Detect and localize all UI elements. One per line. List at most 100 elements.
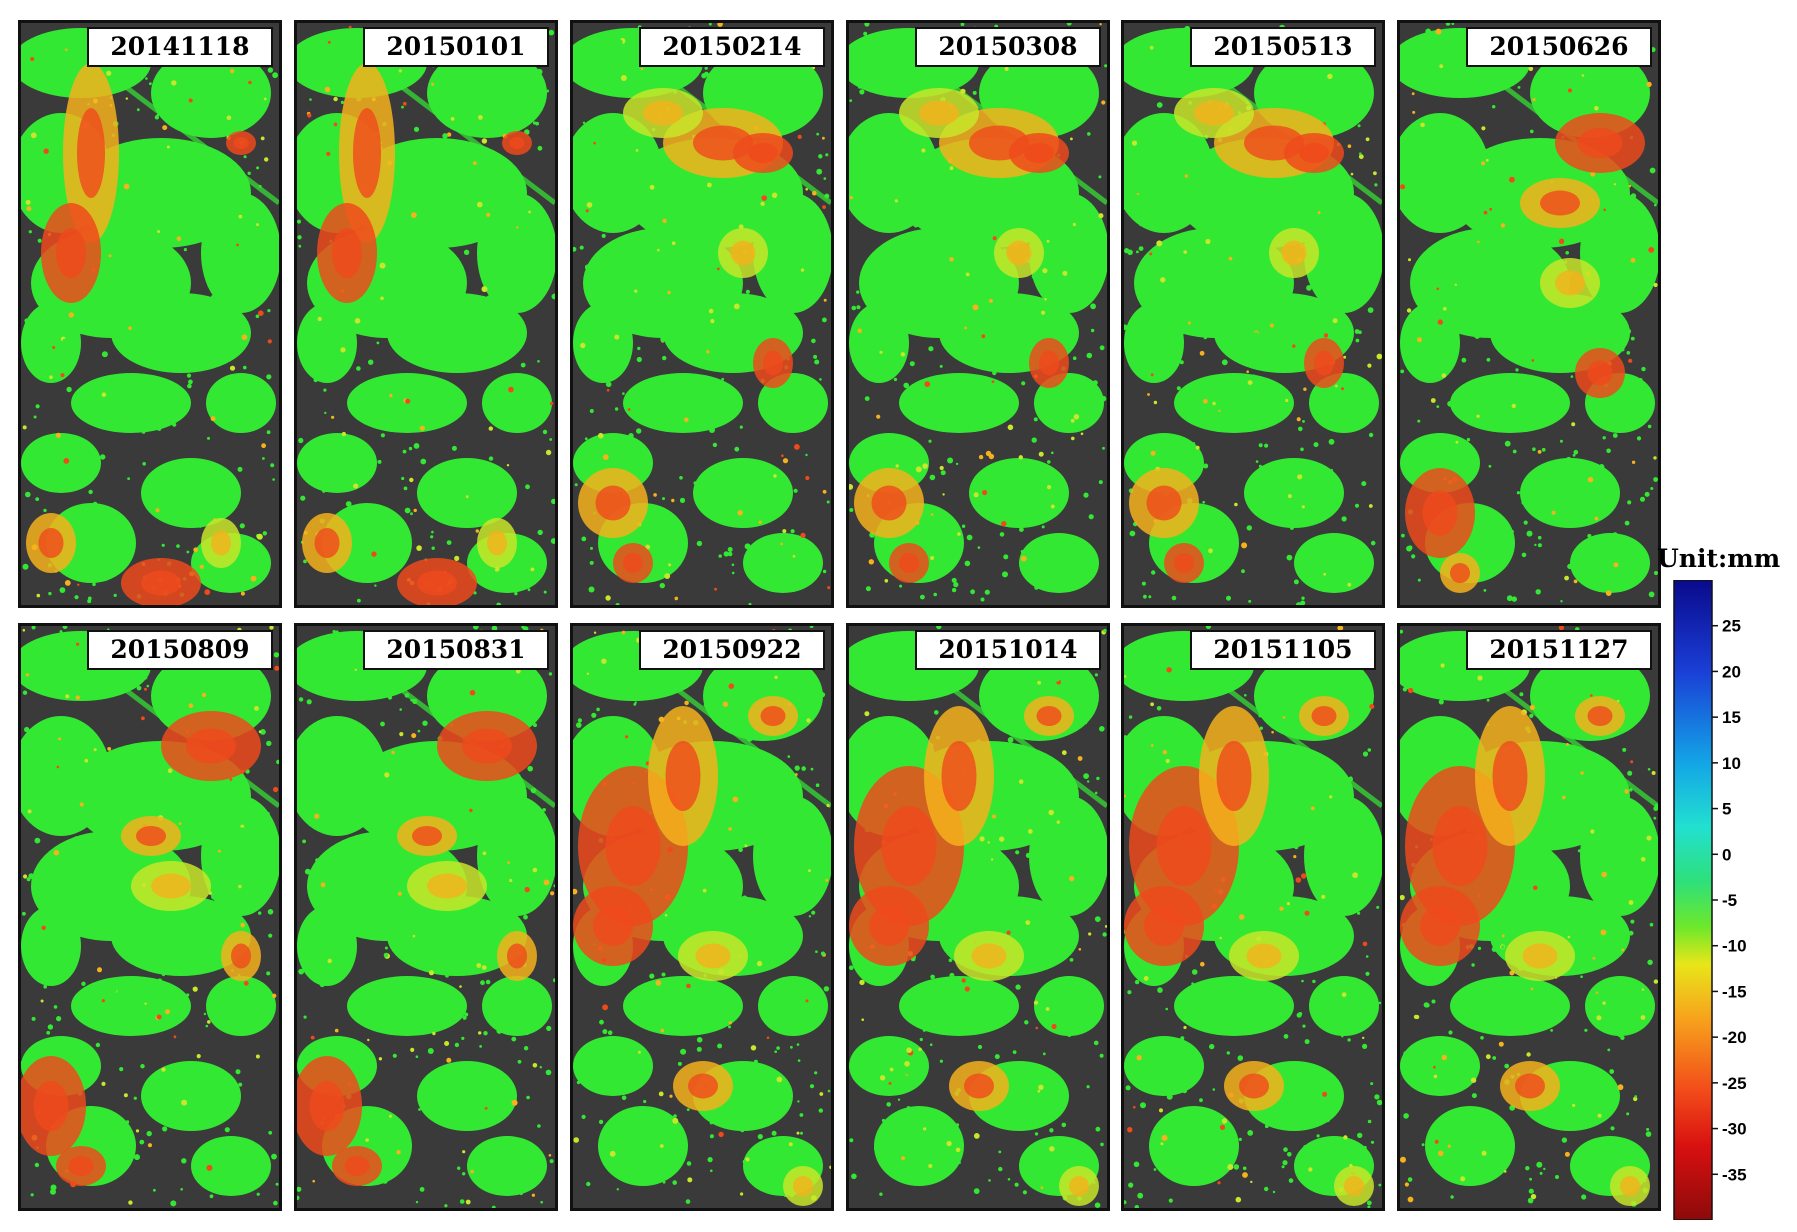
ps-point <box>957 532 961 536</box>
ps-point <box>1486 698 1490 702</box>
subsidence-core <box>1515 1073 1545 1099</box>
ps-point <box>1597 1113 1602 1118</box>
stable-area <box>1309 976 1379 1036</box>
ps-point <box>1244 694 1247 697</box>
ps-point <box>1495 676 1501 682</box>
ps-point <box>201 692 207 698</box>
ps-point <box>1301 979 1304 983</box>
ps-point <box>37 174 43 180</box>
ps-point <box>457 1166 461 1170</box>
map-panel: 20150308 <box>846 20 1110 608</box>
ps-point <box>1093 1040 1099 1046</box>
ps-point <box>378 1057 383 1061</box>
ps-point <box>776 777 780 781</box>
ps-point <box>181 1099 188 1106</box>
ps-point <box>354 318 361 324</box>
ps-point <box>810 890 817 897</box>
ps-point <box>1500 223 1506 228</box>
ps-point <box>143 675 148 680</box>
ps-point <box>327 487 331 492</box>
ps-point <box>641 1002 647 1008</box>
ps-point <box>708 23 712 26</box>
ps-point <box>1401 533 1405 538</box>
ps-point <box>1071 436 1075 441</box>
ps-point <box>1127 1127 1133 1133</box>
ps-point <box>1040 182 1045 187</box>
ps-point <box>235 1069 241 1075</box>
ps-point <box>1066 23 1072 26</box>
ps-point <box>135 1129 140 1133</box>
ps-point <box>1333 397 1337 401</box>
ps-point <box>579 245 584 250</box>
ps-point <box>740 1128 745 1133</box>
ps-point <box>459 1199 465 1204</box>
ps-point <box>75 695 80 700</box>
ps-point <box>472 161 477 166</box>
ps-point <box>391 802 397 808</box>
ps-point <box>1288 1178 1294 1183</box>
ps-point <box>384 772 390 778</box>
ps-point <box>35 266 39 270</box>
ps-point <box>1187 321 1191 325</box>
ps-point <box>1201 157 1205 162</box>
ps-point <box>697 423 703 428</box>
ps-point <box>1136 192 1140 196</box>
subsidence-core <box>68 1156 94 1176</box>
ps-point <box>1403 1113 1409 1119</box>
ps-point <box>508 693 513 699</box>
subsidence-core <box>1450 563 1470 583</box>
ps-point <box>459 985 462 988</box>
ps-point <box>233 502 237 507</box>
ps-point <box>545 1069 552 1076</box>
ps-point <box>1476 414 1480 418</box>
ps-point <box>1165 758 1170 764</box>
ps-point <box>1087 780 1090 783</box>
ps-point <box>1271 730 1274 734</box>
ps-point <box>1408 468 1414 474</box>
ps-point <box>367 1038 370 1042</box>
ps-point <box>157 426 162 431</box>
ps-point <box>404 209 409 215</box>
ps-point <box>223 886 229 893</box>
ps-point <box>1448 1030 1453 1035</box>
ps-point <box>811 910 816 915</box>
ps-point <box>1031 437 1037 443</box>
ps-point <box>543 590 547 594</box>
ps-point <box>661 972 666 977</box>
ps-point <box>119 248 124 253</box>
ps-point <box>1566 743 1569 746</box>
subsidence-core <box>748 143 778 163</box>
ps-point <box>573 888 578 895</box>
ps-point <box>432 1000 436 1004</box>
ps-point <box>1081 545 1085 550</box>
ps-point <box>1007 424 1014 431</box>
ps-point <box>1285 398 1289 403</box>
ps-point <box>1570 898 1574 901</box>
ps-point <box>1601 871 1607 878</box>
ps-point <box>53 1005 58 1009</box>
ps-point <box>1524 267 1528 271</box>
ps-point <box>517 1059 522 1064</box>
ps-point <box>35 404 40 409</box>
ps-point <box>154 475 161 482</box>
subsidence-core <box>763 350 783 376</box>
colorbar-tick-label: 0 <box>1722 845 1731 864</box>
ps-point <box>738 847 743 853</box>
ps-point <box>924 156 929 162</box>
ps-point <box>984 238 991 245</box>
subsidence-core <box>1069 1176 1089 1196</box>
ps-point <box>1476 296 1481 301</box>
ps-point <box>264 691 267 695</box>
ps-point <box>1324 213 1330 219</box>
ps-point <box>925 257 931 264</box>
ps-point <box>1057 827 1061 831</box>
ps-point <box>1564 575 1569 581</box>
ps-point <box>235 987 242 994</box>
ps-point <box>1070 418 1075 423</box>
ps-point <box>327 958 332 964</box>
ps-point <box>1510 529 1514 534</box>
ps-point <box>593 61 599 67</box>
ps-point <box>1547 493 1553 500</box>
ps-point <box>1464 693 1471 700</box>
